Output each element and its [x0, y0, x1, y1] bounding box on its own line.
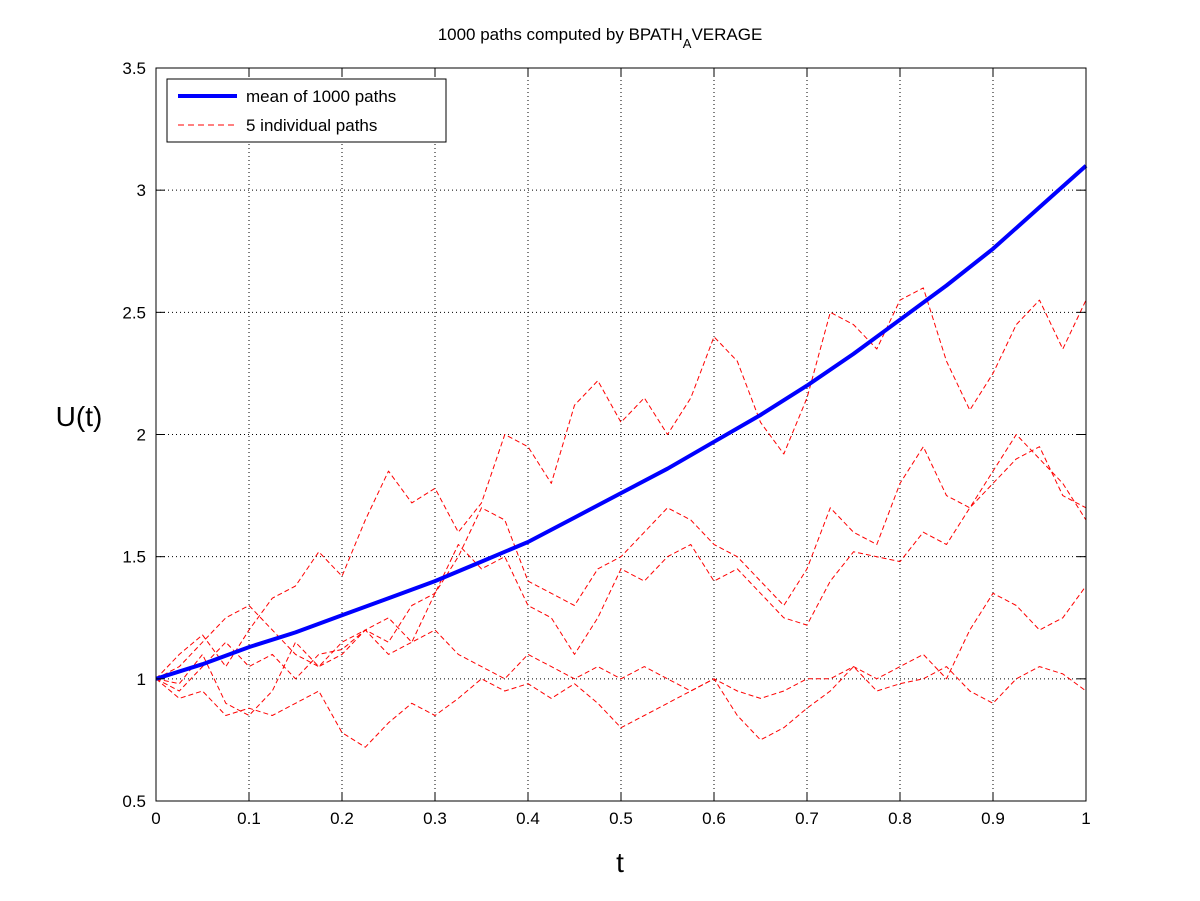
- series-line-path-4: [155, 446, 1087, 716]
- series-line-mean: [155, 164, 1088, 681]
- y-tick-label: 2.5: [122, 303, 146, 322]
- ticks: [155, 67, 1087, 802]
- series-layer: [155, 164, 1088, 748]
- series-line-path-3: [155, 666, 1087, 748]
- x-tick-label: 0.8: [888, 809, 912, 828]
- y-tick-label: 3.5: [122, 59, 146, 78]
- x-tick-label: 1: [1081, 809, 1090, 828]
- chart-title-suffix: VERAGE: [691, 25, 762, 44]
- tick-labels: 0 0.1 0.2 0.3 0.4 0.5 0.6 0.7 0.8 0.9 1 0.5 1 1.5 2 2.5…: [122, 59, 1090, 828]
- plot-area: [155, 67, 1088, 802]
- chart-title-main: 1000 paths computed by BPATH: [438, 25, 683, 44]
- x-tick-label: 0.4: [516, 809, 540, 828]
- x-axis-label: t: [616, 847, 624, 878]
- y-axis-label: U(t): [56, 401, 103, 432]
- y-tick-label: 3: [137, 181, 146, 200]
- y-tick-label: 1.5: [122, 548, 146, 567]
- x-tick-label: 0: [151, 809, 160, 828]
- y-tick-label: 1: [137, 670, 146, 689]
- chart-title-subscript: A: [683, 36, 692, 51]
- y-tick-label: 0.5: [122, 792, 146, 811]
- y-tick-label: 2: [137, 426, 146, 445]
- legend-label-mean: mean of 1000 paths: [246, 87, 396, 106]
- x-tick-label: 0.5: [609, 809, 633, 828]
- x-tick-label: 0.9: [981, 809, 1005, 828]
- series-line-path-1: [155, 287, 1087, 680]
- legend: mean of 1000 paths 5 individual paths: [166, 78, 447, 143]
- legend-label-paths: 5 individual paths: [246, 116, 377, 135]
- x-tick-label: 0.1: [237, 809, 261, 828]
- legend-box: [166, 78, 447, 143]
- x-tick-label: 0.7: [795, 809, 819, 828]
- series-line-path-5: [155, 585, 1087, 699]
- x-tick-label: 0.3: [423, 809, 447, 828]
- x-tick-label: 0.2: [330, 809, 354, 828]
- x-tick-label: 0.6: [702, 809, 726, 828]
- chart-title: 1000 paths computed by BPATHAVERAGE: [438, 25, 763, 51]
